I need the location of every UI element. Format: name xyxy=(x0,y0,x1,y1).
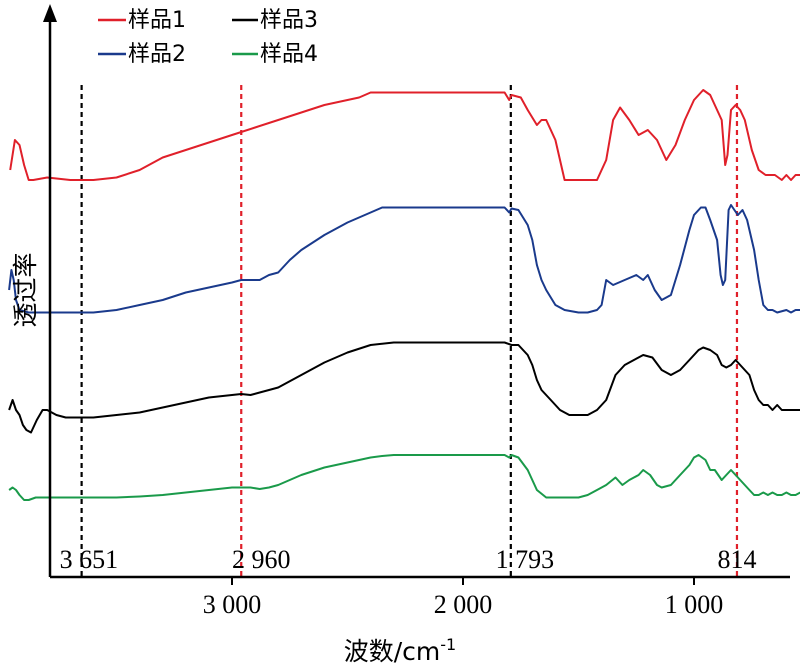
x-tick-label: 3 000 xyxy=(203,590,262,619)
legend-entry: 样品3 xyxy=(232,8,318,33)
series-line-1 xyxy=(9,89,800,181)
x-axis-title-superscript: -1 xyxy=(440,635,456,654)
x-axis-title-text: 波数/cm xyxy=(344,637,441,666)
reference-line-label: 1 793 xyxy=(496,545,555,574)
reference-line-label: 2 960 xyxy=(232,545,291,574)
legend-label: 样品2 xyxy=(128,42,186,67)
legend-entry: 样品1 xyxy=(98,8,186,33)
legend-entry: 样品4 xyxy=(232,42,318,67)
legend-label: 样品3 xyxy=(260,8,318,33)
x-axis-ticks: 3 000 2 000 1 000 xyxy=(203,577,724,619)
legend-label: 样品1 xyxy=(128,8,186,33)
y-axis-arrow xyxy=(43,4,57,22)
reference-line-label: 814 xyxy=(717,545,756,574)
plot-area xyxy=(8,85,800,577)
reference-line-label: 3 651 xyxy=(60,545,119,574)
series-lines xyxy=(8,89,800,501)
reference-line-labels: 3 651 2 960 1 793 814 xyxy=(60,545,757,574)
x-tick-label: 1 000 xyxy=(665,590,724,619)
x-axis-title: 波数/cm-1 xyxy=(344,635,456,666)
legend-entry: 样品2 xyxy=(98,42,186,67)
series-line-3 xyxy=(8,341,800,434)
series-line-4 xyxy=(8,454,800,501)
reference-lines xyxy=(80,85,739,577)
legend: 样品1 样品3 样品2 样品4 xyxy=(98,8,318,67)
series-line-2 xyxy=(8,204,800,314)
legend-label: 样品4 xyxy=(260,42,318,67)
y-axis-title: 透过率 xyxy=(11,252,40,327)
axes: 3 000 2 000 1 000 xyxy=(43,4,790,619)
x-tick-label: 2 000 xyxy=(434,590,493,619)
